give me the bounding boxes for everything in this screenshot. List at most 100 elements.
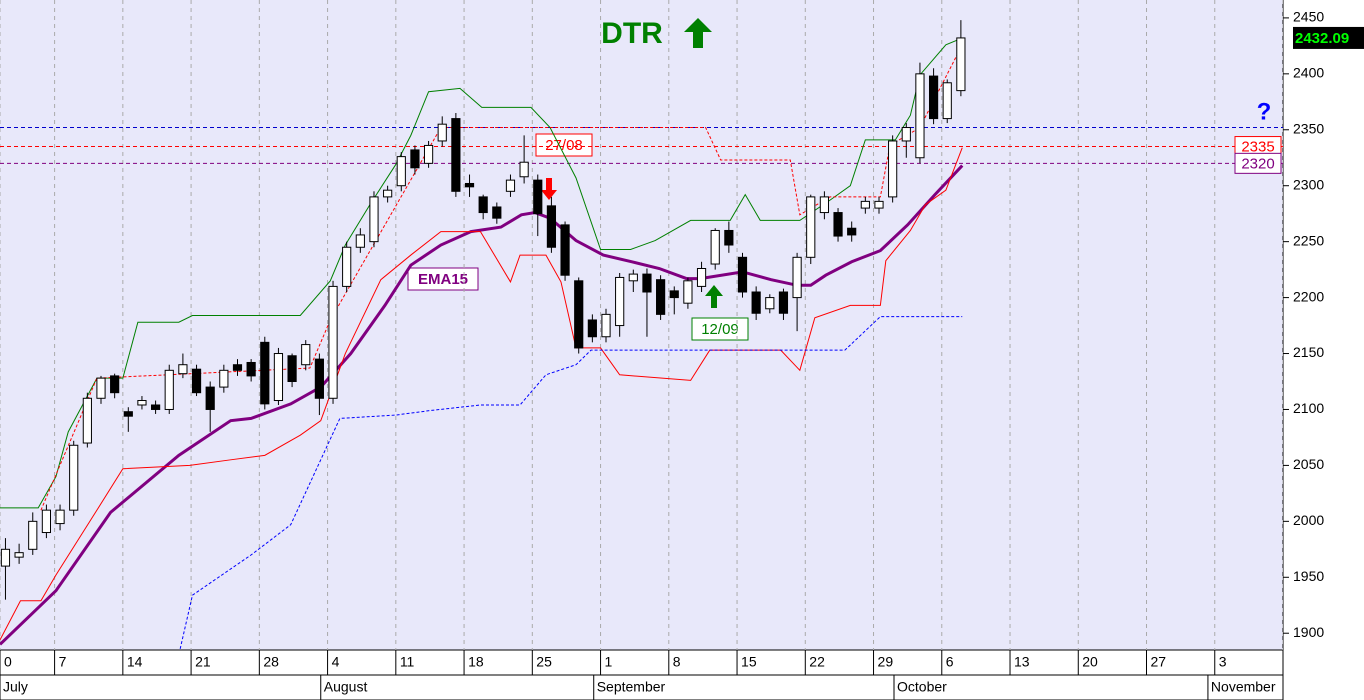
candle-body [191,368,202,394]
candle-body [642,273,652,293]
candle-body [232,364,243,371]
signal-up-label: 12/09 [701,321,739,338]
candle-body [314,358,324,399]
up-arrow [705,285,723,308]
series-line [179,316,963,649]
candle-body [464,182,475,188]
candle-body [123,411,133,417]
last-price: 2432.09 [1295,30,1349,47]
x-tick-label: 13 [1014,654,1030,670]
candle-body [328,285,338,399]
candle-body [956,37,966,92]
x-tick-label: 28 [263,654,279,670]
candle-body [396,156,406,187]
x-tick-label: 18 [468,654,484,670]
candle-body [110,375,120,394]
y-tick-label: 2400 [1293,65,1324,81]
x-tick-label: 6 [946,654,954,670]
candle-body [14,552,24,558]
level-label: 2320 [1241,155,1274,172]
candle-body [901,127,911,142]
candle-body [860,200,870,209]
candle-body [219,369,229,388]
y-tick-label: 2150 [1293,344,1324,360]
x-tick-label: 0 [4,654,12,670]
candle-body [451,118,461,192]
y-tick-label: 2300 [1293,176,1324,192]
chart-title: DTR [601,17,663,50]
x-tick-label: 14 [127,654,143,670]
last-price-box [1293,26,1364,49]
signal-up-box [691,317,749,341]
candle-body [410,149,420,169]
y-tick-label: 2200 [1293,288,1324,304]
candle-body [478,196,488,214]
x-tick-label: 29 [878,654,894,670]
candle-body [55,509,65,525]
month-label: September [597,679,666,695]
candle-body [874,200,884,209]
month-label: August [324,679,368,695]
candle-body [696,268,707,287]
candle-body [847,227,857,236]
down-arrow [541,178,557,200]
month-label: July [3,679,28,695]
candle-body [519,161,529,178]
x-tick-label: 7 [59,654,67,670]
candle-body [587,319,597,338]
candle-body [82,397,92,444]
title-up-arrow [684,18,712,48]
candle-body [246,361,256,377]
candle-body [888,140,898,198]
candle-body [0,548,11,567]
x-tick-label: 3 [1219,654,1227,670]
candle-body [96,377,106,399]
candle-body [560,224,570,276]
candle-body [915,73,925,159]
candle-body [833,212,843,237]
candle-body [137,400,147,406]
x-tick-label: 22 [809,654,825,670]
candle-body [942,82,952,120]
candle-body [628,273,638,282]
candle-body [437,123,447,142]
candle-body [533,179,543,215]
candle-body [765,297,775,310]
y-tick-label: 2000 [1293,512,1324,528]
y-tick-label: 2250 [1293,232,1324,248]
level-label-box [1234,152,1282,174]
candle-body [205,386,215,410]
x-tick-label: 4 [332,654,340,670]
x-tick-label: 20 [1082,654,1098,670]
candle-body [710,229,720,265]
x-tick-label: 21 [195,654,211,670]
y-tick-label: 1900 [1293,624,1324,640]
y-tick-label: 2450 [1293,9,1324,25]
candle-body [505,179,516,192]
candle-body [683,280,693,304]
candle-body [41,509,52,534]
signal-down-label: 27/08 [545,137,583,154]
question-mark: ? [1257,98,1272,125]
x-tick-label: 11 [400,654,415,670]
candle-body [342,246,352,287]
y-tick-label: 2050 [1293,456,1324,472]
x-tick-label: 15 [741,654,757,670]
candle-body [355,234,365,248]
candle-body [164,369,174,410]
ema-box [407,267,479,291]
candle-body [778,291,789,314]
x-tick-label: 25 [536,654,552,670]
candle-body [656,279,666,315]
candle-body [273,353,284,402]
candle-body [819,196,829,214]
x-tick-label: 27 [1151,654,1167,670]
plot-area [0,0,1283,650]
month-label: October [897,679,947,695]
candle-body [751,291,761,314]
candle-body [260,341,270,405]
candle-body [724,229,734,246]
y-tick-label: 2100 [1293,400,1324,416]
candle-body [928,75,939,120]
